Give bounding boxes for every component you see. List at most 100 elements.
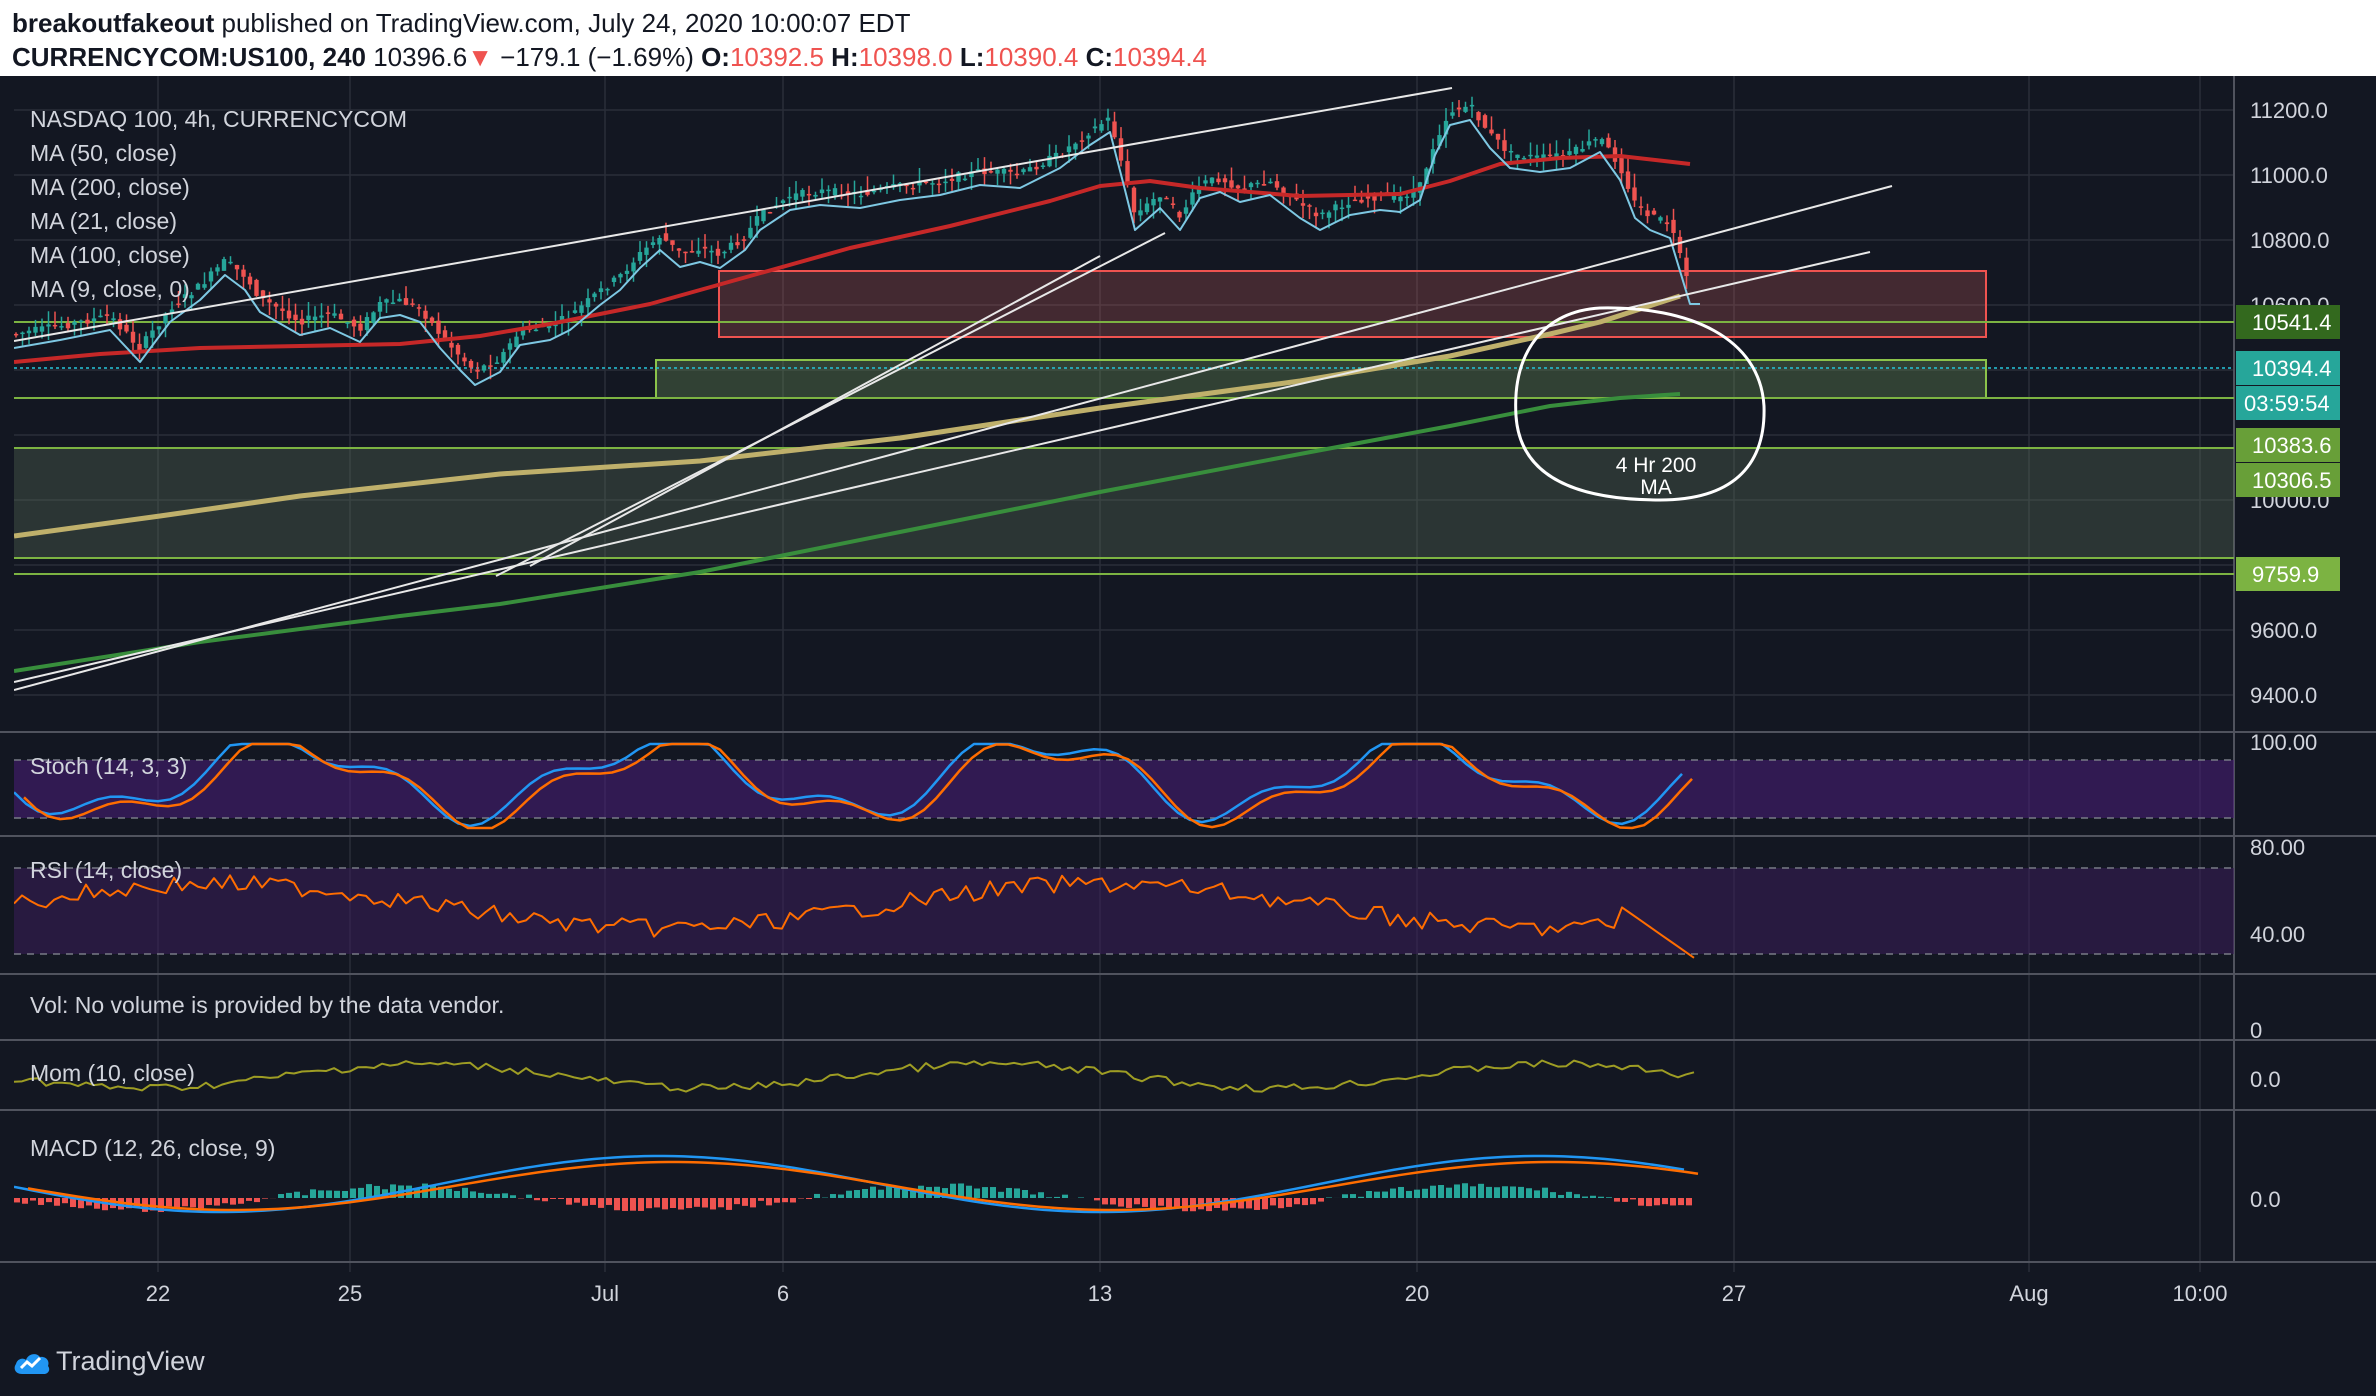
circle-annotation[interactable] <box>1514 306 1766 502</box>
macd-label[interactable]: MACD (12, 26, close, 9) <box>30 1135 275 1161</box>
momentum-label[interactable]: Mom (10, close) <box>30 1060 195 1086</box>
candle-body <box>20 332 25 335</box>
macd-histogram-bar <box>1126 1198 1132 1208</box>
candle-body <box>215 267 220 272</box>
macd-histogram-bar <box>1102 1198 1108 1205</box>
candle-body <box>670 240 675 245</box>
time-axis-tick: 6 <box>777 1281 789 1306</box>
candle-body <box>975 169 981 171</box>
candle-body <box>1021 169 1026 173</box>
candle-body <box>1099 124 1104 131</box>
candle-body <box>1268 181 1273 184</box>
candle-body <box>494 362 500 364</box>
macd-histogram-bar <box>294 1191 300 1198</box>
macd-histogram-bar <box>654 1198 660 1208</box>
candle-body <box>689 251 695 253</box>
macd-pane[interactable] <box>14 1154 1699 1214</box>
price-tag-5: 10306.5 <box>2252 468 2332 493</box>
publish-text: published on TradingView.com, July 24, 2… <box>214 8 911 38</box>
close-label: C: <box>1078 42 1114 72</box>
rsi-line[interactable] <box>14 874 1695 959</box>
candle-body <box>299 318 305 325</box>
price-axis-tick: 11000.0 <box>2250 163 2328 188</box>
candle-body <box>657 237 662 245</box>
candle-body <box>33 326 38 333</box>
candle-body <box>1573 146 1579 154</box>
candle-body <box>715 248 721 256</box>
momentum-line[interactable] <box>14 1059 1695 1093</box>
stoch-lines[interactable] <box>14 742 1693 830</box>
price-pane[interactable] <box>14 96 1700 673</box>
candle-body <box>650 242 656 246</box>
macd-histogram-bar <box>1382 1191 1388 1198</box>
pane-separators[interactable] <box>0 76 2376 1263</box>
candle-body <box>403 298 409 305</box>
macd-histogram-bar <box>510 1195 516 1198</box>
legend-ma9[interactable]: MA (9, close, 0) <box>30 276 190 302</box>
level-lines[interactable] <box>14 321 2234 575</box>
macd-histogram-bar <box>1246 1198 1252 1209</box>
candle-body <box>1281 187 1286 195</box>
candle-body <box>416 307 422 309</box>
trend-lines[interactable] <box>14 87 1893 691</box>
candle-body <box>1534 155 1540 158</box>
macd-histogram-bar <box>390 1184 396 1198</box>
candle-body <box>1307 205 1312 207</box>
candle-body <box>702 246 708 249</box>
candle-body <box>1313 212 1319 217</box>
rsi-label[interactable]: RSI (14, close) <box>30 857 182 883</box>
candle-body <box>1541 154 1546 160</box>
candle-body <box>1398 196 1403 202</box>
candle-body <box>1365 195 1371 199</box>
macd-histogram-bar <box>1422 1188 1428 1198</box>
macd-histogram-bar <box>1534 1190 1540 1198</box>
macd-histogram-bar <box>222 1198 228 1204</box>
macd-histogram-bar <box>1590 1195 1596 1198</box>
candle-body <box>1274 181 1280 188</box>
candle-body <box>377 302 383 312</box>
candle-body <box>1209 177 1215 184</box>
legend-title: NASDAQ 100, 4h, CURRENCYCOM <box>30 106 407 132</box>
volume-label[interactable]: Vol: No volume is provided by the data v… <box>30 992 504 1018</box>
macd-histogram-bar <box>1686 1198 1692 1206</box>
candle-body <box>1645 210 1650 217</box>
tradingview-cloud-icon[interactable] <box>12 1348 52 1378</box>
legend-ma200[interactable]: MA (200, close) <box>30 174 190 200</box>
chart-canvas[interactable]: 4 Hr 200 MA NASDAQ 100, 4h, CURRENCYCOM … <box>0 76 2376 1332</box>
candle-body <box>780 200 786 204</box>
candle-body <box>748 227 753 238</box>
resistance-zone[interactable] <box>718 270 1987 338</box>
candle-body <box>130 331 136 343</box>
candle-body <box>709 250 714 253</box>
macd-histogram-bar <box>966 1185 972 1198</box>
legend-ma100[interactable]: MA (100, close) <box>30 242 190 268</box>
candle-body <box>800 190 805 197</box>
author-name[interactable]: breakoutfakeout <box>12 8 215 38</box>
macd-histogram-bar <box>430 1185 436 1198</box>
macd-histogram-bar <box>22 1198 28 1204</box>
macd-histogram-bar <box>374 1185 380 1198</box>
macd-histogram-bar <box>1654 1198 1660 1206</box>
support-zone-large[interactable] <box>14 448 2234 558</box>
candle-body <box>969 171 974 178</box>
candle-body <box>1625 171 1631 189</box>
open-value: 10392.5 <box>729 42 824 72</box>
chart-area[interactable]: 4 Hr 200 MA NASDAQ 100, 4h, CURRENCYCOM … <box>0 76 2376 1332</box>
macd-histogram-bar <box>1150 1198 1156 1211</box>
candle-body <box>553 324 558 327</box>
price-tags: 10541.4 10394.4 03:59:54 10383.6 10306.5… <box>2236 305 2340 591</box>
legend-ma21[interactable]: MA (21, close) <box>30 208 177 234</box>
legend-ma50[interactable]: MA (50, close) <box>30 140 177 166</box>
stoch-label[interactable]: Stoch (14, 3, 3) <box>30 753 187 779</box>
candle-body <box>254 279 259 296</box>
candle-body <box>1586 141 1592 146</box>
macd-histogram-bar <box>1350 1194 1356 1198</box>
brand-name[interactable]: TradingView <box>56 1346 205 1376</box>
candle-body <box>462 357 467 362</box>
time-axis[interactable]: 22 25 Jul 6 13 20 27 Aug 10:00 <box>146 1281 2228 1306</box>
macd-histogram-bar <box>1526 1188 1532 1198</box>
candle-body <box>787 196 792 199</box>
macd-histogram-bar <box>958 1183 964 1198</box>
candle-body <box>293 314 298 321</box>
macd-histogram-bar <box>1310 1198 1316 1205</box>
